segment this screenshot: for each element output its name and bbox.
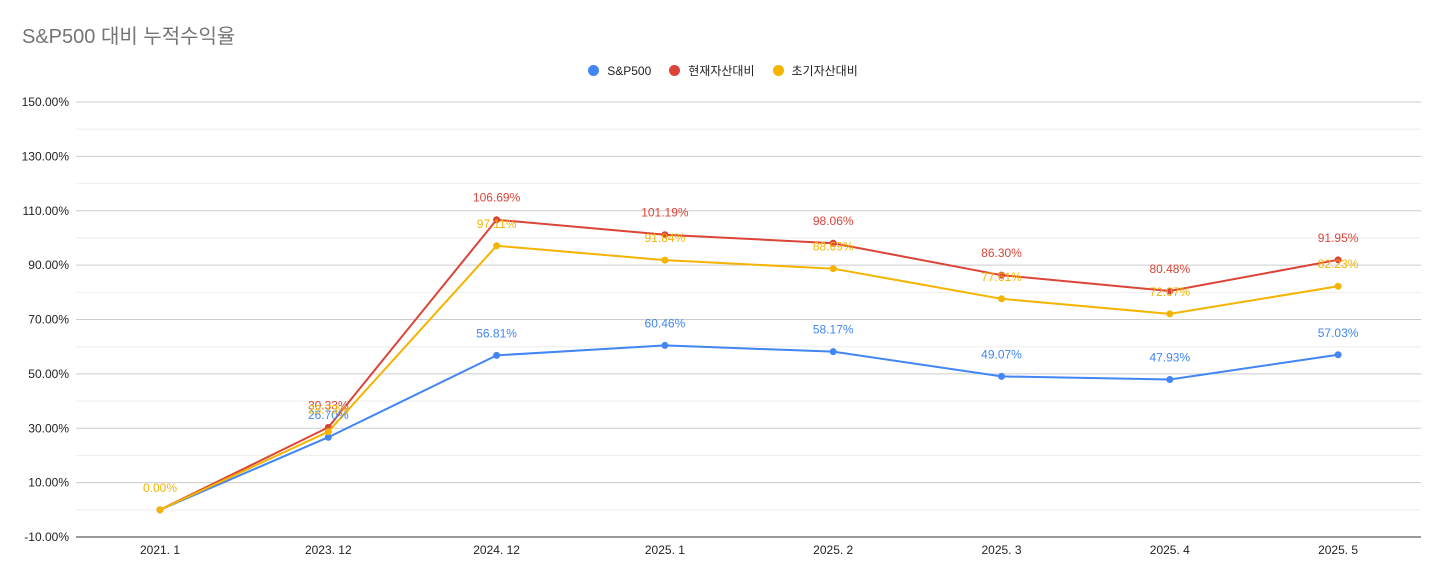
y-tick-label: 70.00% [28, 313, 69, 327]
legend-label-current-assets: 현재자산대비 [688, 64, 755, 78]
y-tick-label: 130.00% [22, 149, 70, 163]
y-tick-label: 90.00% [28, 258, 69, 272]
y-tick-label: 30.00% [28, 421, 69, 435]
data-label: 47.93% [1149, 351, 1190, 365]
data-label: 80.48% [1149, 262, 1190, 276]
legend-item-initial-assets[interactable]: 초기자산대비 [772, 62, 858, 79]
data-label: 0.00% [143, 481, 177, 495]
data-label: 82.23% [1318, 257, 1359, 271]
data-label: 28.73% [308, 403, 349, 417]
data-point [998, 295, 1005, 303]
data-label: 91.84% [645, 231, 686, 245]
data-label: 60.46% [645, 316, 686, 330]
x-tick-label: 2025. 3 [981, 543, 1021, 557]
data-point [1166, 287, 1174, 295]
data-point [829, 348, 837, 356]
y-tick-label: 110.00% [23, 204, 70, 218]
x-tick-label: 2025. 1 [645, 543, 685, 557]
legend-marker-initial-assets [772, 65, 784, 76]
legend-marker-current-assets [669, 65, 681, 76]
x-tick-label: 2025. 5 [1318, 543, 1358, 557]
data-point [661, 231, 669, 239]
data-point [998, 271, 1005, 279]
data-point [661, 256, 669, 264]
legend-label-initial-assets: 초기자산대비 [791, 64, 858, 78]
data-label: 49.07% [981, 347, 1022, 361]
data-point [493, 351, 501, 359]
data-point [1334, 256, 1342, 264]
data-point [1334, 282, 1342, 290]
x-tick-label: 2023. 12 [305, 543, 352, 557]
y-tick-label: 10.00% [28, 476, 69, 490]
data-point [1334, 351, 1342, 359]
data-label: 101.19% [641, 206, 689, 220]
data-label: 91.95% [1318, 231, 1359, 245]
data-point [324, 428, 332, 436]
data-point [829, 239, 837, 247]
data-point [324, 433, 332, 441]
y-tick-label: 150.00% [22, 95, 70, 109]
x-tick-label: 2021. 1 [140, 543, 180, 557]
data-label: 77.61% [981, 270, 1022, 284]
legend-item-current-assets[interactable]: 현재자산대비 [669, 62, 755, 79]
data-label: 56.81% [476, 326, 517, 340]
data-label: 98.06% [813, 214, 854, 228]
data-point [998, 372, 1005, 380]
data-point [829, 265, 837, 273]
data-point [493, 216, 501, 224]
data-label: 57.03% [1318, 326, 1359, 340]
y-tick-label: -10.00% [24, 530, 69, 544]
legend-label-sp500: S&P500 [607, 63, 652, 78]
series-line [159, 244, 1339, 511]
series-line [159, 218, 1339, 511]
chart-title: S&P500 대비 누적수익율 [22, 26, 236, 48]
legend-item-sp500[interactable]: S&P500 [588, 62, 651, 79]
legend-marker-sp500 [588, 65, 600, 76]
data-label: 106.69% [473, 191, 521, 205]
data-point [1166, 376, 1174, 384]
data-point [1166, 310, 1174, 318]
data-label: 97.11% [477, 217, 517, 231]
data-label: 72.07% [1149, 285, 1190, 299]
data-label: 58.17% [813, 323, 854, 337]
series-line [159, 344, 1339, 511]
data-label: 86.30% [981, 246, 1022, 260]
data-label: 30.33% [308, 398, 349, 412]
legend: S&P500 현재자산대비 초기자산대비 [0, 62, 1446, 79]
data-point [661, 341, 669, 349]
data-point [493, 242, 501, 250]
data-point [156, 506, 164, 514]
data-label: 88.69% [813, 240, 854, 254]
data-label: 26.70% [308, 408, 349, 422]
x-tick-label: 2025. 4 [1150, 543, 1190, 557]
y-tick-label: 50.00% [28, 367, 69, 381]
x-tick-label: 2025. 2 [813, 543, 853, 557]
x-tick-label: 2024. 12 [473, 543, 520, 557]
